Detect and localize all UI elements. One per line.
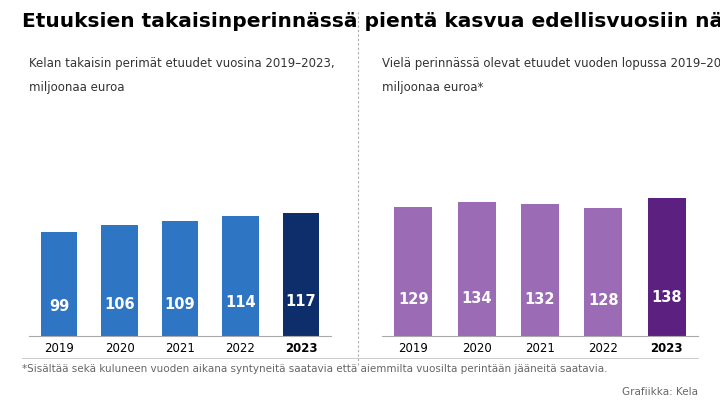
Text: Grafiikka: Kela: Grafiikka: Kela [622, 387, 698, 397]
Text: 138: 138 [652, 290, 682, 305]
Bar [458, 202, 495, 336]
Text: 109: 109 [165, 296, 195, 311]
Text: miljoonaa euroa*: miljoonaa euroa* [382, 81, 483, 94]
Bar [222, 216, 258, 336]
Bar [648, 198, 685, 336]
Text: Etuuksien takaisinperinnässä pientä kasvua edellisvuosiin nähden: Etuuksien takaisinperinnässä pientä kasv… [22, 12, 720, 31]
Bar [521, 204, 559, 336]
Text: Vielä perinnässä olevat etuudet vuoden lopussa 2019–2023,: Vielä perinnässä olevat etuudet vuoden l… [382, 57, 720, 70]
Bar [41, 232, 77, 336]
Text: 106: 106 [104, 297, 135, 312]
Bar [283, 213, 319, 336]
Text: miljoonaa euroa: miljoonaa euroa [29, 81, 125, 94]
Text: 128: 128 [588, 293, 618, 308]
Bar [395, 207, 432, 336]
Text: 117: 117 [286, 294, 316, 309]
Text: 132: 132 [525, 292, 555, 307]
Text: 134: 134 [462, 291, 492, 306]
Bar [162, 222, 198, 336]
Bar [102, 224, 138, 336]
Text: 99: 99 [49, 299, 69, 314]
Text: Kelan takaisin perimät etuudet vuosina 2019–2023,: Kelan takaisin perimät etuudet vuosina 2… [29, 57, 334, 70]
Text: 114: 114 [225, 295, 256, 310]
Text: *Sisältää sekä kuluneen vuoden aikana syntyneitä saatavia että aiemmilta vuosilt: *Sisältää sekä kuluneen vuoden aikana sy… [22, 364, 607, 375]
Text: 129: 129 [398, 292, 428, 307]
Bar [585, 208, 622, 336]
